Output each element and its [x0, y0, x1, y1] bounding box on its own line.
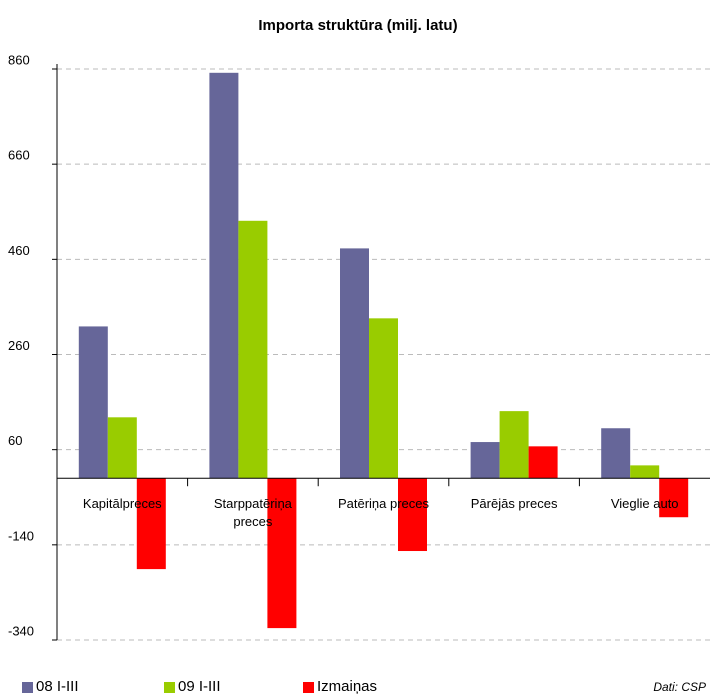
bar — [238, 220, 268, 479]
y-tick-label: 660 — [8, 148, 30, 163]
bar — [398, 478, 427, 552]
y-tick-label: 260 — [8, 338, 30, 353]
bar — [340, 248, 369, 479]
legend-label: 09 I-III — [178, 678, 221, 695]
bar — [136, 478, 166, 570]
bar — [107, 417, 137, 479]
x-tick-label: Starppatēriņa preces — [213, 496, 292, 530]
bar — [601, 428, 631, 479]
x-tick-label: Kapitālpreces — [82, 496, 162, 512]
y-tick-label: 60 — [8, 433, 22, 448]
bar — [630, 465, 660, 479]
bar — [369, 318, 398, 479]
legend-label: Izmaiņas — [317, 678, 377, 695]
y-tick-label: -140 — [8, 528, 34, 543]
bar — [267, 478, 297, 629]
chart-title: Importa struktūra (milj. latu) — [258, 17, 457, 34]
bar — [659, 478, 689, 518]
bar — [499, 411, 529, 479]
y-tick-label: -340 — [8, 623, 34, 638]
legend-swatch — [22, 682, 33, 693]
bar — [209, 72, 239, 479]
y-tick-label: 860 — [8, 52, 30, 67]
x-tick-label: Patēriņa preces — [337, 496, 430, 512]
legend-swatch — [164, 682, 175, 693]
legend-label: 08 I-III — [36, 678, 79, 695]
x-tick-label: Vieglie auto — [610, 496, 679, 512]
bar — [78, 326, 108, 479]
y-tick-label: 460 — [8, 243, 30, 258]
bar — [470, 442, 500, 479]
bar — [528, 446, 558, 479]
x-tick-label: Pārējās preces — [470, 496, 558, 512]
source: Dati: CSP — [653, 680, 706, 694]
legend-swatch — [303, 682, 314, 693]
